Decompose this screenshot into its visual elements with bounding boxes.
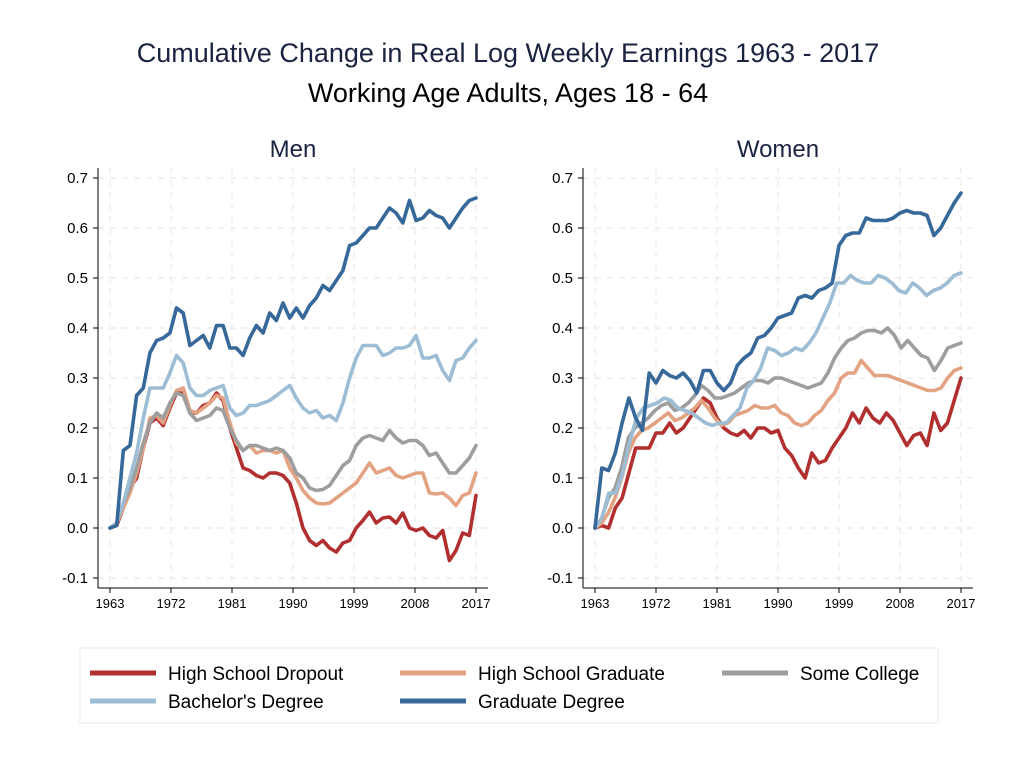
legend-label-some-college: Some College [800,664,919,685]
chart-title: Cumulative Change in Real Log Weekly Ear… [137,38,879,68]
men-ytick-label: 0.1 [67,470,88,487]
men-xtick-label: 1963 [96,596,125,611]
men-xtick-label: 2017 [462,596,491,611]
women-series-high-school-graduate [593,358,963,530]
legend-box [79,647,939,724]
men-series-some-college [108,391,478,530]
men-series-bachelor-s-degree [108,333,478,530]
women-xtick-label: 1963 [581,596,610,611]
men-ytick-label: 0.0 [67,520,88,537]
women-xtick-label: 1981 [703,596,732,611]
women-ytick-label: 0.4 [552,320,573,337]
women-xtick-label: 2017 [947,596,976,611]
legend-label-bachelor-s-degree: Bachelor's Degree [168,692,324,713]
women-series-graduate-degree [593,191,963,530]
women-xtick-label: 2008 [886,596,915,611]
men-series-graduate-degree [108,196,478,530]
men-xtick-label: 2008 [401,596,430,611]
men-xtick-label: 1981 [218,596,247,611]
women-ytick-label: 0.5 [552,270,573,287]
women-series-some-college [593,326,963,530]
women-ytick-label: 0.3 [552,370,573,387]
women-ytick-label: 0.0 [552,520,573,537]
women-ytick-label: 0.6 [552,220,573,237]
women-xtick-label: 1990 [764,596,793,611]
men-ytick-label: 0.5 [67,270,88,287]
women-xtick-label: 1999 [825,596,854,611]
men-ytick-label: 0.2 [67,420,88,437]
women-panel-title: Women [737,136,819,163]
women-ytick-label: -0.1 [547,570,573,587]
chart-subtitle: Working Age Adults, Ages 18 - 64 [308,78,708,108]
men-ytick-label: 0.6 [67,220,88,237]
women-xtick-label: 1972 [642,596,671,611]
men-ytick-label: 0.3 [67,370,88,387]
men-ytick-label: 0.4 [67,320,88,337]
men-ytick-label: -0.1 [62,570,88,587]
legend-label-high-school-dropout: High School Dropout [168,664,344,685]
women-ytick-label: 0.2 [552,420,573,437]
men-xtick-label: 1990 [279,596,308,611]
women-series-bachelor-s-degree [593,271,963,530]
women-series-high-school-dropout [593,376,963,530]
men-xtick-label: 1999 [340,596,369,611]
panel-women: Women -0.1 0.0 0.1 0.2 0.3 0.4 0.5 0.6 0.7 1963 197… [547,136,975,611]
legend: High School Dropout High School Graduate S… [79,647,939,724]
women-ytick-label: 0.1 [552,470,573,487]
panel-men: Men -0.1 0.0 0.1 0.2 0.3 0.4 0.5 0.6 0.7 1963 1972 1… [62,136,490,611]
men-xtick-label: 1972 [157,596,186,611]
men-ytick-label: 0.7 [67,170,88,187]
legend-label-graduate-degree: Graduate Degree [478,692,625,713]
legend-label-high-school-graduate: High School Graduate [478,664,665,685]
women-ytick-label: 0.7 [552,170,573,187]
men-panel-title: Men [270,136,317,163]
